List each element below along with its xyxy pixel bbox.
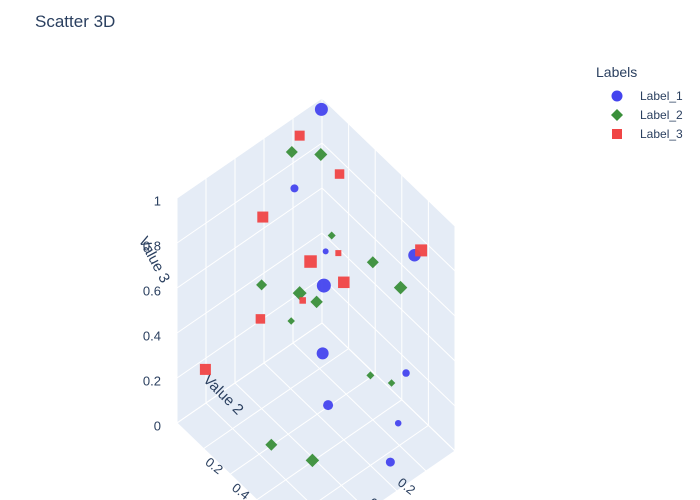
grid-line [176, 187, 323, 289]
grid-line [205, 402, 308, 500]
legend-label: Label_3 [640, 126, 683, 141]
data-point[interactable] [294, 130, 305, 141]
grid-line [321, 232, 456, 362]
data-point[interactable] [335, 250, 342, 257]
z-tick-label: 0 [154, 418, 161, 433]
legend-item-label-2[interactable]: Label_2 [596, 105, 683, 124]
data-point[interactable] [334, 169, 345, 179]
z-axis-title: Value 3 [135, 234, 173, 286]
data-point[interactable] [290, 184, 299, 193]
data-point[interactable] [265, 438, 278, 451]
grid-line [256, 399, 403, 500]
data-point[interactable] [338, 276, 350, 289]
series-label-2 [256, 146, 408, 468]
grid-line [176, 322, 323, 424]
grid-line [321, 277, 456, 407]
z-tick-label: 0.8 [143, 238, 161, 253]
legend-title: Labels [596, 64, 638, 80]
grid-line [229, 373, 376, 475]
data-point[interactable] [287, 317, 295, 325]
data-point[interactable] [299, 297, 306, 304]
legend: Labels Label_1 Label_2 Label_3 [596, 64, 683, 143]
data-point[interactable] [366, 371, 375, 380]
y-tick-label: 0.4 [366, 495, 389, 500]
grid-line [176, 97, 323, 199]
grid-line [319, 424, 429, 500]
data-point[interactable] [305, 453, 320, 468]
grid-line [321, 97, 456, 227]
grid-line [321, 142, 456, 272]
data-point[interactable] [310, 295, 323, 309]
data-point[interactable] [314, 148, 328, 162]
legend-item-label-3[interactable]: Label_3 [596, 124, 683, 143]
data-point[interactable] [394, 419, 402, 427]
data-point[interactable] [402, 369, 410, 377]
z-tick-label: 0.4 [143, 328, 161, 343]
circle-marker-icon [608, 89, 626, 103]
data-point[interactable] [316, 278, 331, 293]
series-label-1 [290, 102, 421, 467]
grid-line [292, 342, 427, 472]
data-point[interactable] [415, 244, 428, 257]
data-point[interactable] [366, 256, 379, 269]
data-point[interactable] [292, 286, 307, 301]
z-tick-label: 0.2 [143, 373, 161, 388]
data-point[interactable] [304, 255, 317, 268]
z-tick-label: 0.6 [143, 283, 161, 298]
series-label-3 [199, 130, 428, 375]
grid-line [176, 142, 323, 244]
data-point[interactable] [323, 400, 334, 411]
data-point[interactable] [314, 102, 328, 116]
data-point[interactable] [316, 347, 329, 360]
grid-line [203, 348, 349, 450]
data-point[interactable] [255, 314, 266, 324]
data-point[interactable] [393, 280, 408, 295]
data-point[interactable] [256, 279, 268, 291]
legend-item-label-1[interactable]: Label_1 [596, 86, 683, 105]
grid-line [321, 187, 456, 317]
data-point[interactable] [387, 379, 396, 387]
grid-line [263, 362, 398, 492]
grid-line [234, 382, 358, 500]
data-point[interactable] [322, 248, 329, 255]
data-point[interactable] [285, 146, 298, 159]
z-tick-label: 1 [154, 193, 161, 208]
data-point[interactable] [199, 363, 211, 375]
data-point[interactable] [327, 231, 336, 240]
grid-line [176, 232, 323, 334]
legend-label: Label_2 [640, 107, 683, 122]
grid-line [321, 322, 456, 452]
data-point[interactable] [385, 457, 395, 467]
data-point[interactable] [257, 211, 269, 223]
square-marker-icon [608, 127, 626, 141]
chart-title: Scatter 3D [35, 12, 116, 31]
legend-label: Label_1 [640, 88, 683, 103]
diamond-marker-icon [608, 108, 626, 122]
